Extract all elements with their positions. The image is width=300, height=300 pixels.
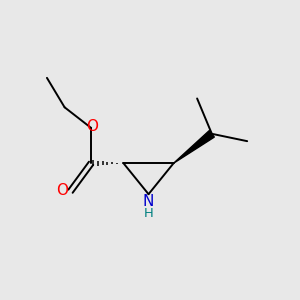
Text: O: O	[56, 183, 68, 198]
Text: H: H	[144, 207, 154, 220]
Text: N: N	[143, 194, 154, 209]
Text: O: O	[86, 119, 98, 134]
Polygon shape	[174, 130, 214, 163]
